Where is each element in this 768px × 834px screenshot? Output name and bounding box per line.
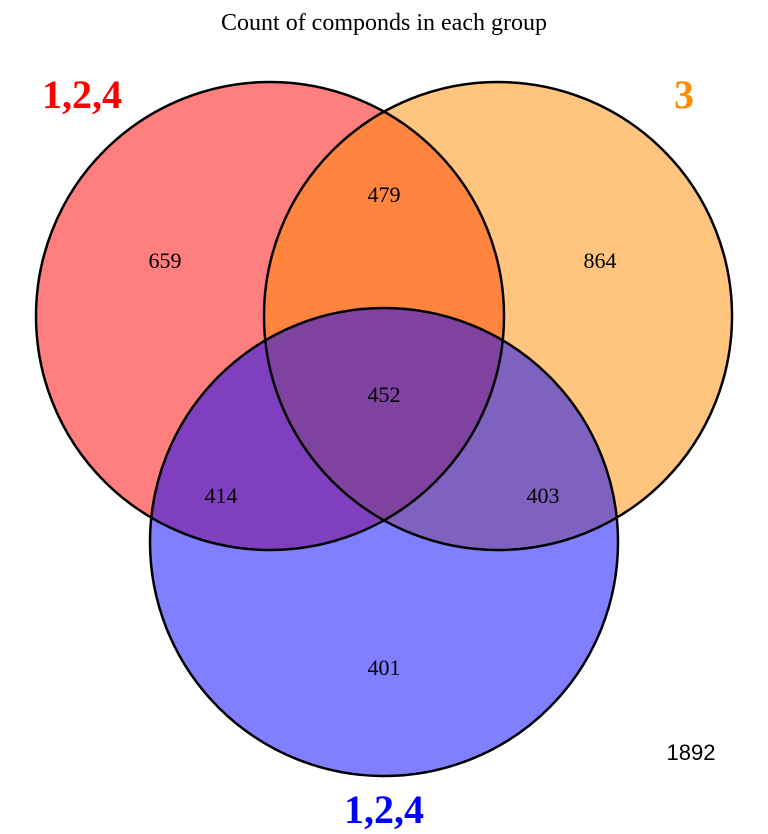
- set-label-a: 1,2,4: [42, 72, 122, 117]
- chart-title: Count of componds in each group: [221, 10, 547, 36]
- set-label-b: 3: [674, 72, 694, 117]
- outside-count: 1892: [667, 740, 716, 765]
- region-bc-only: 403: [527, 483, 560, 508]
- region-ac-only: 414: [205, 483, 238, 508]
- region-ab-only: 479: [368, 182, 401, 207]
- region-b-only: 864: [584, 248, 617, 273]
- set-fills: [36, 82, 732, 776]
- set-outline-a: [34, 80, 506, 552]
- set-circle-c: [150, 308, 618, 776]
- set-outlines: [34, 80, 734, 778]
- set-outline-c: [148, 306, 620, 778]
- set-outline-b: [262, 80, 734, 552]
- region-c-only: 401: [368, 655, 401, 680]
- region-abc: 452: [368, 382, 401, 407]
- set-label-c: 1,2,4: [344, 787, 424, 832]
- region-a-only: 659: [149, 248, 182, 273]
